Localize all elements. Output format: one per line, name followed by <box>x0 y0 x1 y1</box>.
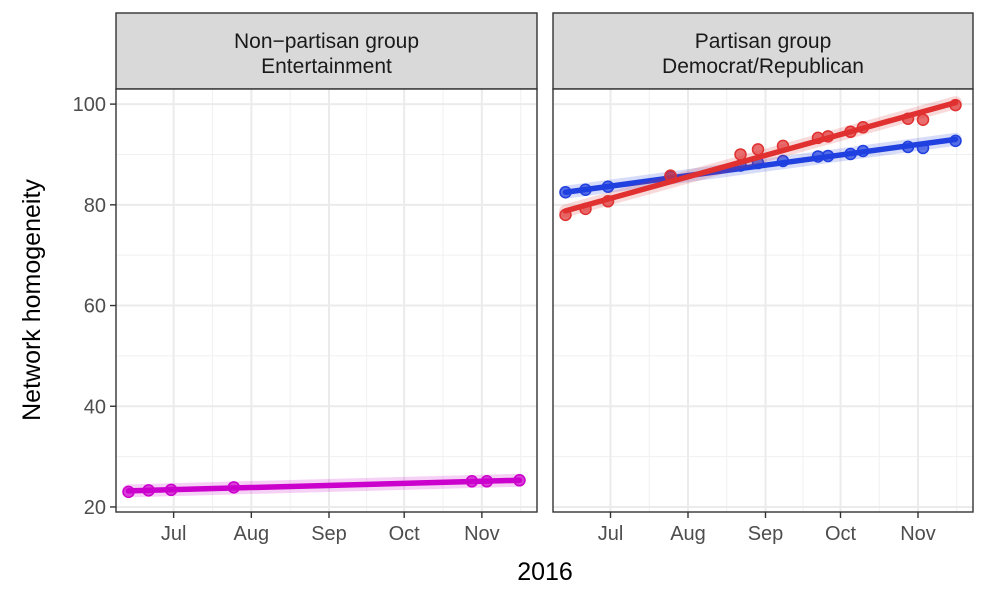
x-axis-title: 2016 <box>517 558 573 586</box>
strip-label: Democrat/Republican <box>662 55 864 78</box>
data-point <box>856 121 870 134</box>
x-tick-label: Sep <box>311 523 347 545</box>
x-tick-label: Jul <box>161 523 187 545</box>
data-point <box>513 474 526 487</box>
data-point <box>901 112 915 125</box>
data-point <box>579 183 592 196</box>
x-tick-label: Nov <box>900 523 936 545</box>
data-point <box>776 154 790 168</box>
data-point <box>776 139 790 153</box>
data-point <box>844 147 857 161</box>
trend-line <box>125 477 523 494</box>
data-point <box>901 140 915 154</box>
x-tick-label: Aug <box>670 523 706 545</box>
data-point <box>142 484 155 497</box>
panel-background <box>116 89 537 512</box>
data-point <box>856 144 870 158</box>
data-point <box>916 113 930 126</box>
panel-border <box>115 88 538 513</box>
data-point <box>465 475 479 488</box>
y-tick-label: 40 <box>84 396 106 418</box>
data-point <box>916 141 930 155</box>
strip-label: Partisan group <box>695 30 832 53</box>
data-point <box>734 148 747 161</box>
data-point <box>579 202 592 216</box>
data-point <box>811 131 825 145</box>
data-point <box>821 130 835 143</box>
x-tick-label: Jul <box>598 523 624 545</box>
data-point <box>821 149 835 163</box>
series <box>559 96 962 222</box>
data-point <box>751 143 765 156</box>
data-point <box>227 481 241 494</box>
data-point <box>601 180 615 193</box>
panel-border <box>552 88 974 513</box>
series <box>559 132 962 199</box>
data-point <box>949 98 962 112</box>
x-tick-label: Aug <box>234 523 270 545</box>
x-tick-label: Sep <box>748 523 784 545</box>
trend-line <box>562 99 959 214</box>
data-point <box>122 485 135 499</box>
y-axis-title: Network homogeneity <box>18 179 46 421</box>
panel-strip <box>115 12 538 90</box>
data-point <box>949 134 962 148</box>
data-point <box>480 475 494 488</box>
series <box>122 473 526 499</box>
x-tick-label: Nov <box>464 523 500 545</box>
x-tick-label: Oct <box>825 523 857 545</box>
strip-label: Non−partisan group <box>234 30 419 53</box>
x-tick-label: Oct <box>389 523 421 545</box>
strip-label: Entertainment <box>261 55 392 78</box>
data-point <box>164 483 178 497</box>
data-point <box>844 125 857 139</box>
data-point <box>559 185 572 199</box>
y-tick-label: 60 <box>84 296 106 318</box>
data-point <box>664 169 677 182</box>
panel-strip <box>552 12 974 90</box>
y-tick-label: 80 <box>84 195 106 217</box>
data-point <box>601 195 615 208</box>
y-tick-label: 20 <box>84 497 106 519</box>
data-point <box>559 208 572 222</box>
y-tick-label: 100 <box>73 94 106 116</box>
